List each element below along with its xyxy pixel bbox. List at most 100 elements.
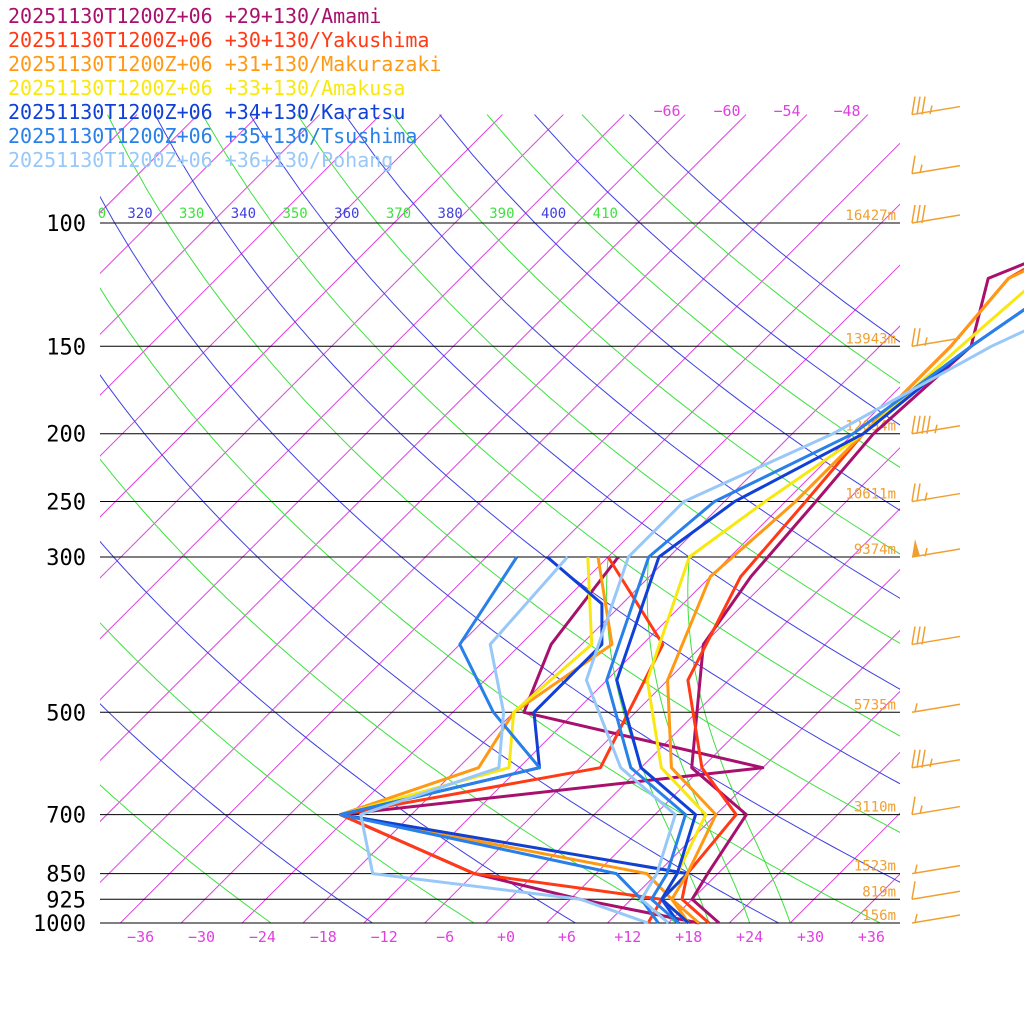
theta-label: 350 xyxy=(282,206,307,222)
isotherm-line xyxy=(100,114,260,275)
dewpoint-line xyxy=(359,556,649,925)
legend-entry: 20251130T1200Z+06 +30+130/Yakushima xyxy=(8,28,430,52)
temperature-tick-label: +0 xyxy=(497,928,515,946)
theta-label: 390 xyxy=(489,206,514,222)
temperature-tick-label: −12 xyxy=(371,928,398,946)
pressure-tick-label: 850 xyxy=(46,863,86,888)
legend-entry: 20251130T1200Z+06 +29+130/Amami xyxy=(8,4,382,28)
dry-adiabat-line xyxy=(100,622,475,923)
pressure-tick-label: 150 xyxy=(46,335,86,360)
pressure-tick-label: 250 xyxy=(46,491,86,516)
pressure-tick-label: 700 xyxy=(46,804,86,829)
height-label: 13943m xyxy=(845,331,896,347)
wind-barb xyxy=(911,204,961,224)
isotherm-line xyxy=(180,203,900,923)
isotherm-line xyxy=(100,114,442,457)
isotherm-line xyxy=(100,114,625,640)
wind-barb xyxy=(911,881,961,901)
dry-adiabat-line xyxy=(439,114,900,511)
pressure-tick-label: 100 xyxy=(46,212,86,237)
dry-adiabat-line xyxy=(100,374,780,923)
pressure-tick-label: 500 xyxy=(46,701,86,726)
isotherm-line xyxy=(100,114,869,884)
theta-label: 330 xyxy=(179,206,204,222)
isotherm-line xyxy=(241,264,900,923)
theta-label: 360 xyxy=(334,206,359,222)
dry-adiabat-line xyxy=(296,114,900,644)
temperature-tick-label: −30 xyxy=(188,928,215,946)
dry-adiabat-line xyxy=(201,114,900,737)
profile-lines xyxy=(338,262,1024,925)
dry-adiabat-line xyxy=(154,114,900,785)
pressure-tick-label: 200 xyxy=(46,423,86,448)
dry-adiabat-line xyxy=(249,114,900,690)
pressure-tick-label: 925 xyxy=(46,888,86,913)
isotherm-line xyxy=(912,115,1024,923)
wind-barb xyxy=(911,796,961,816)
temperature-tick-label: +6 xyxy=(558,928,576,946)
wind-barb xyxy=(911,96,961,116)
pressure-tick-label: 300 xyxy=(46,546,86,571)
wind-barb xyxy=(911,749,961,769)
isotherm-line xyxy=(363,386,900,923)
height-label: 1523m xyxy=(854,859,896,875)
isotherm-line xyxy=(424,447,900,923)
isotherm-line xyxy=(100,114,199,214)
upper-temperature-label: −48 xyxy=(833,102,860,120)
wind-barb xyxy=(911,538,961,558)
temperature-tick-label: +12 xyxy=(614,928,641,946)
legend: 20251130T1200Z+06 +29+130/Amami 20251130T… xyxy=(8,4,441,172)
isotherm-line xyxy=(0,115,15,923)
upper-temperature-label: −66 xyxy=(653,102,680,120)
dry-adiabat-line xyxy=(100,703,374,923)
temperature-line xyxy=(584,329,1024,925)
temperature-tick-label: +24 xyxy=(736,928,763,946)
height-label: 5735m xyxy=(854,697,896,713)
isotherm-line xyxy=(100,114,747,762)
dry-adiabat-line xyxy=(107,114,900,833)
isotherm-lines xyxy=(0,114,1024,923)
height-label: 819m xyxy=(862,884,896,900)
theta-label: 0 xyxy=(98,206,106,222)
dewpoint-line xyxy=(338,556,660,924)
temperature-tick-label: +18 xyxy=(675,928,702,946)
wind-barb xyxy=(911,483,961,503)
wind-barb xyxy=(911,703,961,714)
wind-barb xyxy=(911,328,961,348)
wind-barb xyxy=(911,155,961,175)
isotherm-line xyxy=(789,812,900,923)
height-label: 16427m xyxy=(845,208,896,224)
dry-adiabat-line xyxy=(344,114,900,599)
isotherm-line xyxy=(668,690,900,923)
upper-temperature-label: −54 xyxy=(773,102,800,120)
moist-adiabat-line xyxy=(606,556,710,923)
dewpoint-line xyxy=(338,556,765,925)
temperature-tick-label: −36 xyxy=(127,928,154,946)
height-label: 3110m xyxy=(854,800,896,816)
temperature-tick-label: −6 xyxy=(436,928,454,946)
upper-temperature-label: −60 xyxy=(713,102,740,120)
theta-label: 320 xyxy=(127,206,152,222)
isotherm-line xyxy=(100,114,381,396)
wind-barb xyxy=(911,864,961,875)
isotherm-line xyxy=(607,629,900,923)
dry-adiabat-line xyxy=(100,195,900,883)
temperature-tick-label: +36 xyxy=(858,928,885,946)
wind-barb xyxy=(911,913,961,924)
legend-entry: 20251130T1200Z+06 +35+130/Tsushima xyxy=(8,124,418,148)
dry-adiabat-line xyxy=(100,458,679,923)
moist-adiabat-line xyxy=(687,556,791,923)
temperature-tick-label: −18 xyxy=(310,928,337,946)
isotherm-line xyxy=(100,114,808,823)
wind-barbs xyxy=(911,96,961,924)
isotherm-line xyxy=(100,114,686,701)
isotherm-line xyxy=(100,114,503,518)
height-label: 10611m xyxy=(845,487,896,503)
legend-entry: 20251130T1200Z+06 +33+130/Amakusa xyxy=(8,76,406,100)
dry-adiabat-line xyxy=(100,540,577,923)
theta-label: 410 xyxy=(593,206,618,222)
legend-entry: 20251130T1200Z+06 +36+130/Pohang xyxy=(8,148,394,172)
pressure-tick-label: 1000 xyxy=(33,912,86,937)
